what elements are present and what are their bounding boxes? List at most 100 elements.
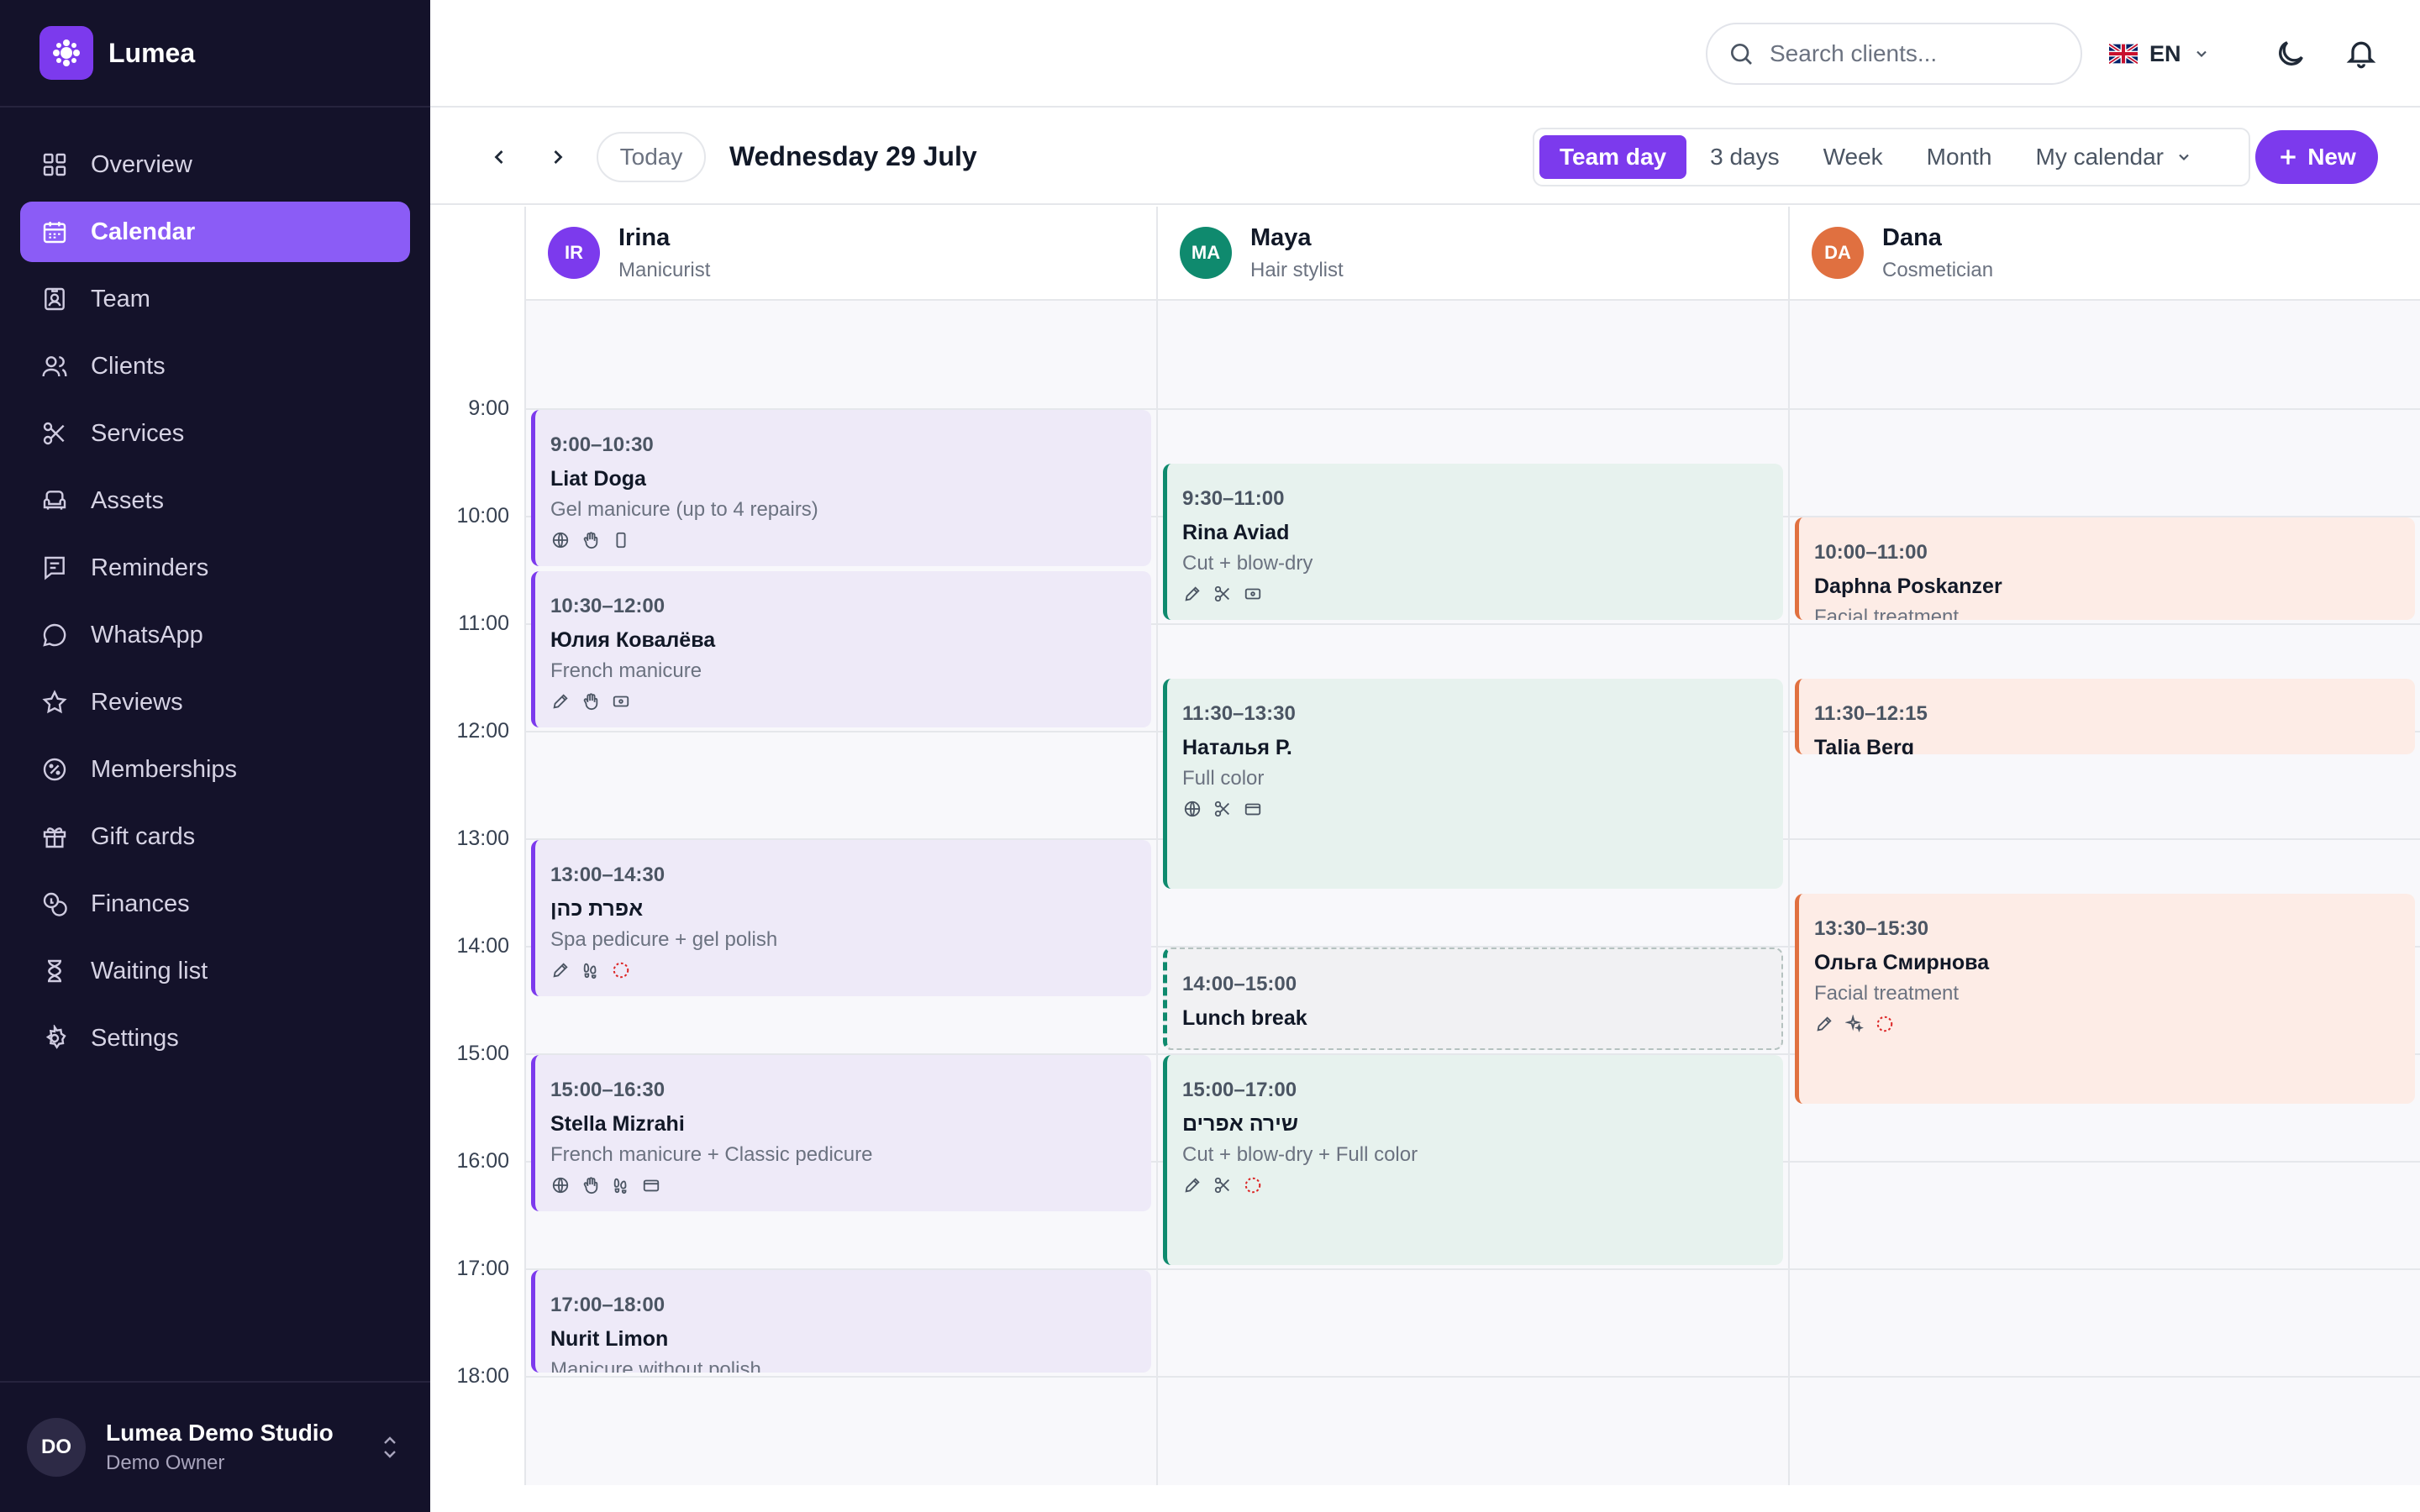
my-calendar-dropdown[interactable]: My calendar [2016,135,2213,179]
hour-line [526,1268,1156,1270]
appointment-icons [1814,1014,2415,1034]
appointment-card[interactable]: 17:00–18:00 Nurit Limon Manicure without p… [531,1270,1151,1373]
appointment-card[interactable]: 11:30–13:30 Наталья Р. Full color [1163,679,1783,889]
appointment-icons [550,530,1151,550]
appointment-client: Lunch break [1182,1006,1307,1030]
armchair-icon [40,486,69,515]
gift-icon [40,822,69,851]
sidebar-item-reviews[interactable]: Reviews [20,672,410,732]
staff-header-irina: IR Irina Manicurist [526,207,1158,301]
appointment-card[interactable]: 9:30–11:00 Rina Aviad Cut + blow-dry [1163,464,1783,620]
time-label: 10:00 [456,504,509,528]
sidebar: Lumea Overview Calendar Team Clients Ser… [0,0,430,1512]
appointment-time: 10:00–11:00 [1814,541,1928,564]
appointment-client: Liat Doga [550,467,646,491]
pencil-icon [1182,584,1202,604]
sidebar-item-calendar[interactable]: Calendar [20,202,410,262]
staff-column-maya[interactable]: 9:30–11:00 Rina Aviad Cut + blow-dry 11:30–… [1158,301,1790,1485]
sidebar-item-whatsapp[interactable]: WhatsApp [20,605,410,665]
appointment-time: 13:00–14:30 [550,864,666,886]
sidebar-item-assets[interactable]: Assets [20,470,410,531]
appointment-card[interactable]: 13:30–15:30 Ольга Смирнова Facial treatmen… [1795,894,2415,1104]
next-day-button[interactable] [546,144,570,170]
globe-icon [550,530,571,550]
sidebar-item-label: Reviews [91,688,183,716]
sidebar-item-finances[interactable]: Finances [20,874,410,934]
pending-icon [611,960,631,980]
sidebar-item-label: Services [91,419,185,447]
sidebar-item-gift-cards[interactable]: Gift cards [20,806,410,867]
sidebar-item-label: Memberships [91,755,238,783]
app-name: Lumea [108,37,196,68]
search-box[interactable] [1706,23,2082,85]
time-label: 17:00 [456,1257,509,1280]
appointment-card[interactable]: 10:30–12:00 Юлия Ковалёва French manicure [531,571,1151,727]
break-block[interactable]: 14:00–15:00 Lunch break [1163,948,1783,1050]
search-input[interactable] [1770,40,2072,67]
hand-icon [581,530,601,550]
sidebar-item-label: Gift cards [91,822,196,850]
appointment-card[interactable]: 13:00–14:30 אפרת כהן Spa pedicure + gel po… [531,840,1151,996]
today-button[interactable]: Today [597,132,706,182]
calendar-icon [40,218,69,246]
appointment-card[interactable]: 10:00–11:00 Daphna Poskanzer Facial treatm… [1795,517,2415,620]
notifications-button[interactable] [2344,35,2378,71]
sidebar-item-overview[interactable]: Overview [20,134,410,195]
view-3-days[interactable]: 3 days [1710,144,1780,170]
sidebar-item-waiting-list[interactable]: Waiting list [20,941,410,1001]
avatar: DO [27,1418,86,1477]
appointment-client: Юлия Ковалёва [550,628,716,652]
hour-line [1790,838,2420,840]
phone-icon [611,530,631,550]
appointment-client: Наталья Р. [1182,736,1292,759]
sidebar-item-label: Overview [91,150,192,178]
theme-toggle-button[interactable] [2274,37,2307,71]
previous-day-button[interactable] [487,144,511,170]
appointment-client: Ольга Смирнова [1814,951,1990,974]
staff-column-dana[interactable]: 10:00–11:00 Daphna Poskanzer Facial treatm… [1790,301,2420,1485]
bell-icon [2344,35,2378,71]
appointment-icons [550,1175,1151,1195]
view-switcher: Team day 3 days Week Month My calendar [1533,128,2250,186]
scissors-icon [1213,799,1233,819]
appointment-card[interactable]: 15:00–16:30 Stella Mizrahi French manicure… [531,1055,1151,1211]
appointment-service: Cut + blow-dry + Full color [1182,1143,1418,1166]
star-icon [40,688,69,717]
view-month[interactable]: Month [1926,144,1992,170]
view-team-day[interactable]: Team day [1539,135,1687,179]
appointment-service: Gel manicure (up to 4 repairs) [550,498,818,521]
avatar: DA [1812,227,1864,279]
sidebar-item-settings[interactable]: Settings [20,1008,410,1068]
appointment-icons [1182,1175,1783,1195]
chevron-up-down-icon [380,1433,400,1462]
hour-line [526,731,1156,732]
brand[interactable]: Lumea [0,0,430,108]
hour-line [1158,1053,1788,1055]
appointment-client: Rina Aviad [1182,521,1290,544]
view-week[interactable]: Week [1823,144,1883,170]
sidebar-item-label: Calendar [91,218,196,245]
sidebar-item-reminders[interactable]: Reminders [20,538,410,598]
staff-column-irina[interactable]: 9:00–10:30 Liat Doga Gel manicure (up to 4… [526,301,1158,1485]
appointment-time: 15:00–17:00 [1182,1079,1297,1101]
sidebar-item-services[interactable]: Services [20,403,410,464]
appointment-service: French manicure [550,659,702,682]
new-appointment-button[interactable]: New [2255,130,2378,184]
appointment-card[interactable]: 9:00–10:30 Liat Doga Gel manicure (up to 4… [531,410,1151,566]
appointment-service: French manicure + Classic pedicure [550,1143,873,1166]
scissors-icon [1213,1175,1233,1195]
sidebar-item-team[interactable]: Team [20,269,410,329]
pending-icon [1875,1014,1895,1034]
staff-name: Irina [618,223,671,251]
uk-flag-icon [2109,44,2138,64]
scissors-icon [1213,584,1233,604]
globe-icon [1182,799,1202,819]
appointment-time: 14:00–15:00 [1182,973,1297,995]
sidebar-item-clients[interactable]: Clients [20,336,410,396]
sidebar-item-label: Team [91,285,150,312]
sidebar-item-memberships[interactable]: Memberships [20,739,410,800]
language-selector[interactable]: EN [2109,34,2210,74]
account-switcher[interactable]: DO Lumea Demo Studio Demo Owner [0,1381,430,1512]
appointment-card[interactable]: 15:00–17:00 שירה אפרים Cut + blow-dry + Fu… [1163,1055,1783,1265]
